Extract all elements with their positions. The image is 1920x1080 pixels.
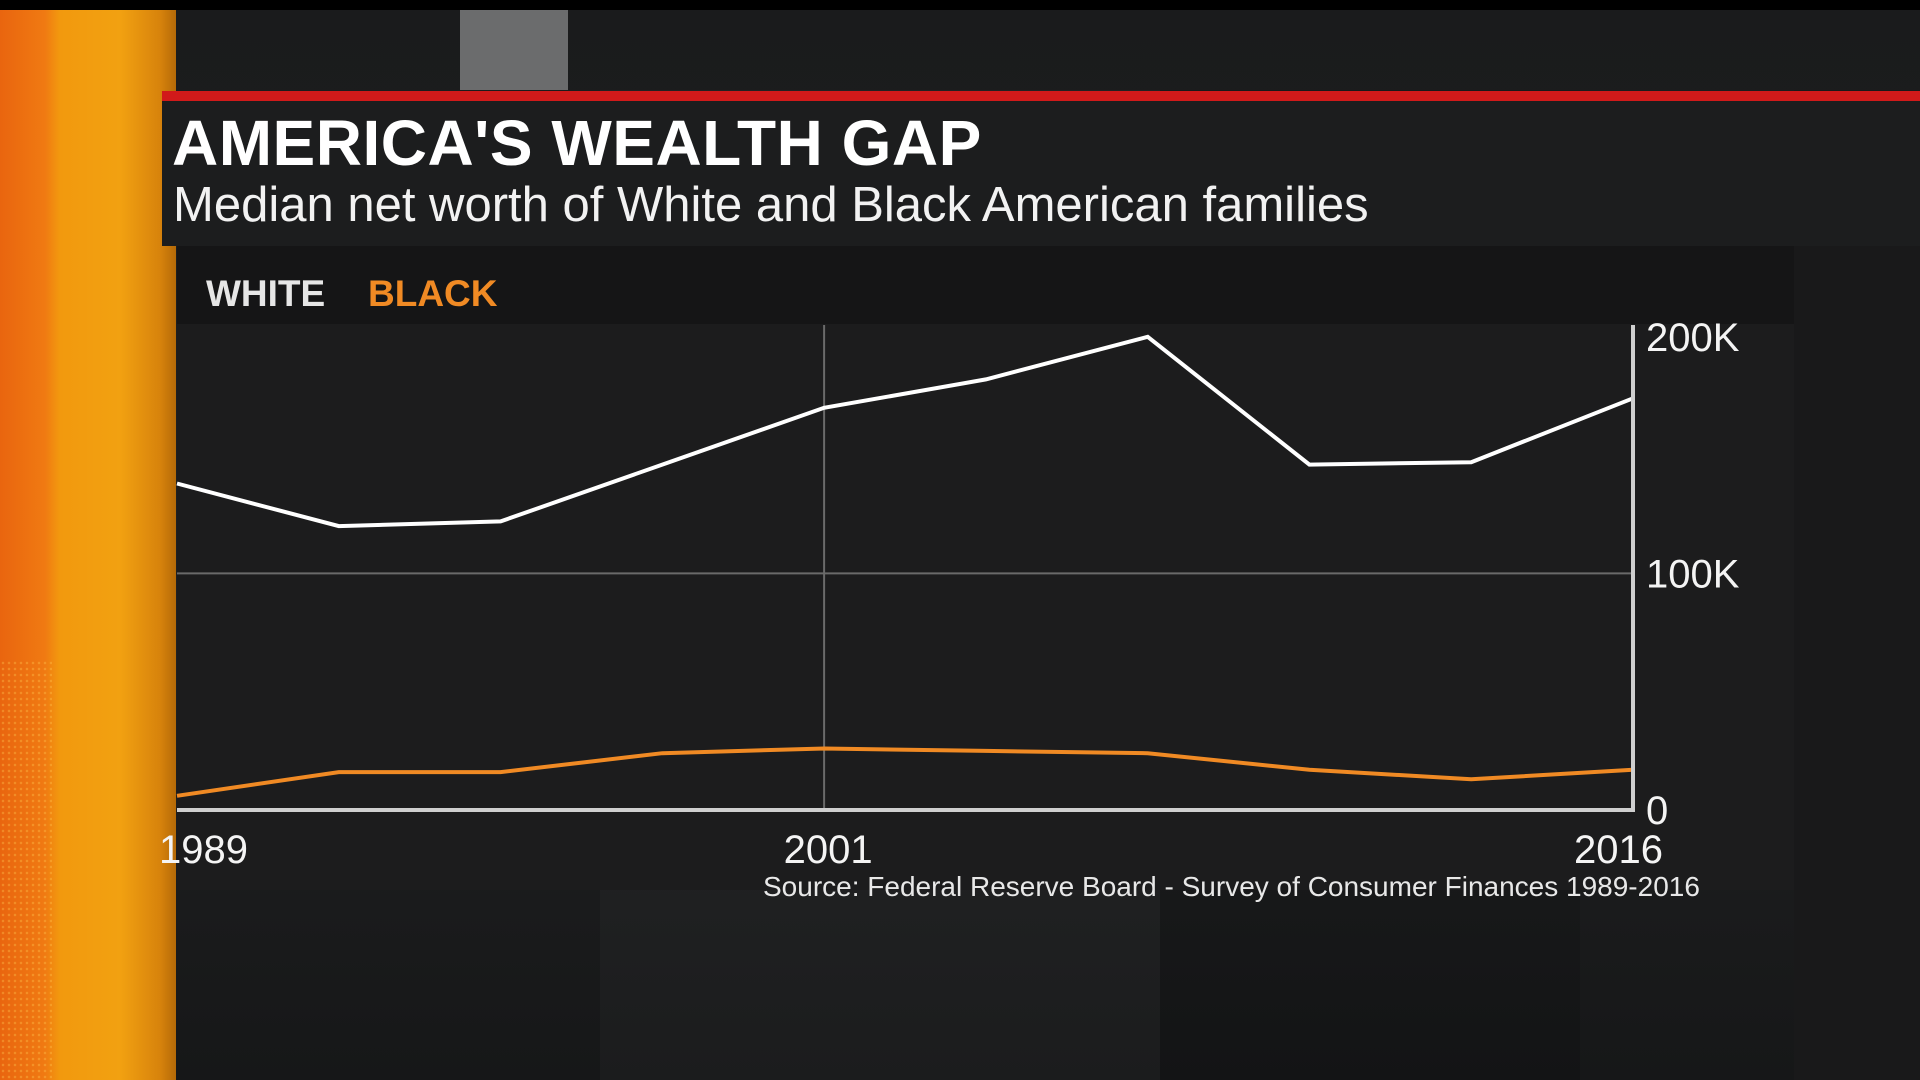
legend-item-white: WHITE (206, 273, 326, 314)
background-gray-panel (460, 10, 568, 90)
orange-side-strip (0, 10, 176, 1080)
legend-item-black: BLACK (368, 273, 498, 314)
x-tick-label: 2016 (1574, 828, 1663, 872)
chart-title: AMERICA'S WEALTH GAP (172, 107, 982, 179)
top-black-band (0, 0, 1920, 10)
y-tick-label: 0 (1646, 789, 1668, 833)
title-bar (162, 101, 1920, 246)
series-line-black (176, 746, 1634, 798)
x-tick-label: 1989 (159, 828, 248, 872)
y-tick-label: 200K (1646, 316, 1740, 360)
y-tick-label: 100K (1646, 552, 1740, 596)
orange-dot-pattern (0, 660, 52, 1080)
red-header-rule (162, 91, 1920, 101)
series-line-white (176, 334, 1634, 529)
background-column (1794, 90, 1920, 1080)
source-note: Source: Federal Reserve Board - Survey o… (763, 871, 1700, 902)
chart-subtitle: Median net worth of White and Black Amer… (173, 178, 1369, 232)
axes (177, 325, 1635, 812)
x-tick-label: 2001 (784, 828, 873, 872)
grid-lines (177, 325, 1633, 810)
tick-labels: 200K 100K 0 1989 2001 2016 (159, 316, 1740, 872)
chart-panel (177, 246, 1794, 890)
legend-bar (177, 246, 1794, 324)
series-lines (176, 334, 1634, 798)
